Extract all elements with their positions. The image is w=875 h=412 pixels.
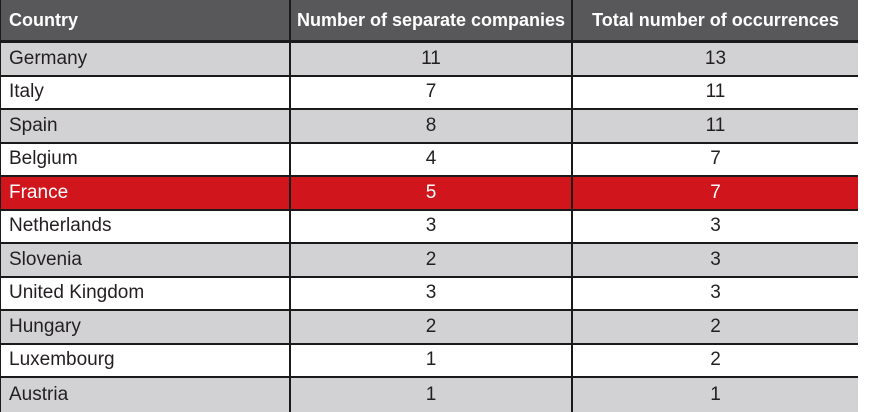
- occurrences-cell: 11: [571, 76, 858, 108]
- companies-cell: 3: [289, 277, 571, 309]
- table-row-united-kingdom: United Kingdom 3 3: [1, 277, 858, 311]
- table-row-netherlands: Netherlands 3 3: [1, 210, 858, 244]
- country-cell: United Kingdom: [9, 282, 145, 304]
- header-separate-companies: Number of separate companies: [289, 0, 571, 40]
- country-cell: Spain: [9, 114, 58, 136]
- occurrences-cell: 1: [571, 378, 858, 412]
- header-country: Country: [9, 9, 78, 30]
- occurrences-cell: 3: [571, 210, 858, 242]
- header-total-occurrences: Total number of occurrences: [571, 0, 858, 40]
- companies-cell: 5: [289, 177, 571, 209]
- country-cell: Italy: [9, 81, 44, 103]
- table-row-slovenia: Slovenia 2 3: [1, 244, 858, 278]
- companies-cell: 11: [289, 43, 571, 75]
- country-cell: Austria: [9, 384, 69, 405]
- country-cell: Hungary: [9, 315, 81, 337]
- country-cell: Germany: [9, 47, 88, 69]
- country-cell: Luxembourg: [9, 349, 115, 371]
- table-row-germany: Germany 11 13: [1, 43, 858, 77]
- table-row-luxembourg: Luxembourg 1 2: [1, 344, 858, 378]
- companies-cell: 4: [289, 143, 571, 175]
- companies-cell: 7: [289, 76, 571, 108]
- occurrences-cell: 7: [571, 143, 858, 175]
- table-row-italy: Italy 7 11: [1, 76, 858, 110]
- table-row-france-highlighted: France 5 7: [1, 177, 858, 211]
- table-row-hungary: Hungary 2 2: [1, 311, 858, 345]
- companies-cell: 1: [289, 344, 571, 376]
- companies-cell: 2: [289, 311, 571, 343]
- country-cell: France: [9, 181, 69, 203]
- occurrences-cell: 2: [571, 311, 858, 343]
- companies-cell: 8: [289, 110, 571, 142]
- table-header-row: Country Number of separate companies Tot…: [1, 0, 858, 43]
- table-row-austria: Austria 1 1: [1, 378, 858, 412]
- table-row-spain: Spain 8 11: [1, 110, 858, 144]
- occurrences-cell: 13: [571, 43, 858, 75]
- occurrences-cell: 2: [571, 344, 858, 376]
- country-cell: Slovenia: [9, 248, 82, 270]
- country-cell: Belgium: [9, 148, 78, 170]
- occurrences-cell: 3: [571, 277, 858, 309]
- country-cell: Netherlands: [9, 215, 112, 237]
- occurrences-cell: 11: [571, 110, 858, 142]
- companies-cell: 1: [289, 378, 571, 412]
- occurrences-cell: 3: [571, 244, 858, 276]
- companies-cell: 3: [289, 210, 571, 242]
- occurrences-cell: 7: [571, 177, 858, 209]
- companies-cell: 2: [289, 244, 571, 276]
- table-row-belgium: Belgium 4 7: [1, 143, 858, 177]
